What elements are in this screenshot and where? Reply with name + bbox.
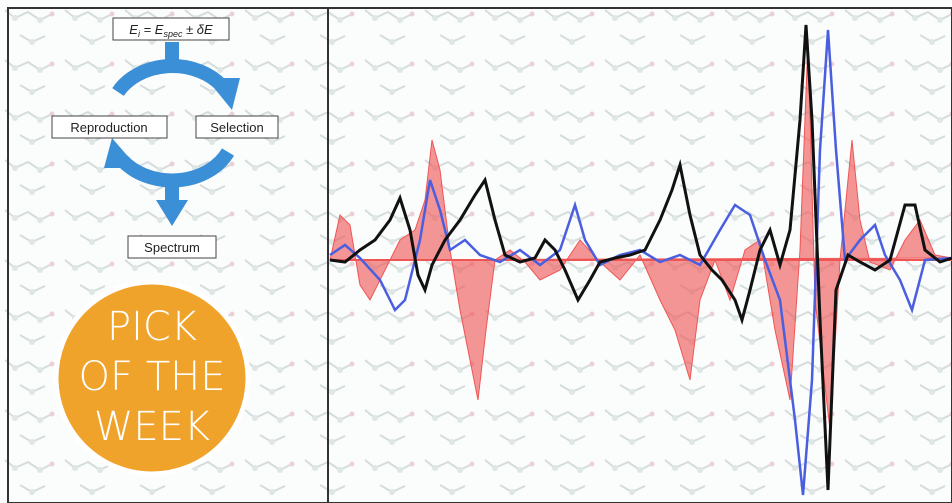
- spectrum-label: Spectrum: [144, 240, 200, 255]
- badge-line: OF THE: [79, 354, 226, 400]
- graphic: Ei = Espec ± δE Reproduction Selection S…: [0, 0, 952, 503]
- badge-line: WEEK: [94, 404, 210, 450]
- selection-label: Selection: [210, 120, 263, 135]
- formula-part: = E: [140, 22, 164, 37]
- reproduction-label: Reproduction: [70, 120, 147, 135]
- page: Ei = Espec ± δE Reproduction Selection S…: [0, 0, 952, 503]
- formula-part: ± δE: [182, 22, 213, 37]
- badge-line: PICK: [107, 304, 197, 350]
- formula-part: E: [129, 22, 138, 37]
- formula-sub: spec: [163, 29, 183, 39]
